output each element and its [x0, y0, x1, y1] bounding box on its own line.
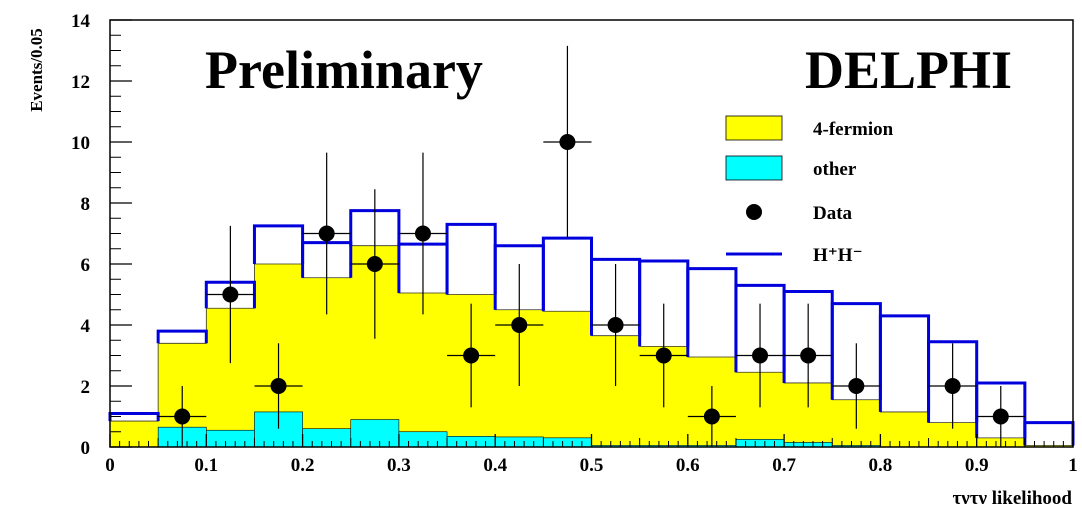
- x-tick-label-0: 0: [105, 455, 115, 476]
- legend-swatch-1: [725, 155, 783, 181]
- data-point-14: [848, 378, 865, 394]
- legend-label-2: Data: [813, 203, 853, 224]
- data-points: [158, 45, 1025, 447]
- other-bar-6: [398, 431, 448, 448]
- y-tick-label-2: 4: [81, 316, 91, 337]
- x-axis-label: τντν likelihood: [953, 488, 1073, 509]
- signal-bin-3: [252, 224, 305, 264]
- data-point-2: [270, 378, 287, 394]
- y-tick-label-4: 8: [81, 194, 91, 215]
- signal-bin-7: [445, 222, 497, 295]
- other-bar-2: [206, 429, 255, 448]
- data-point-5: [414, 225, 431, 242]
- y-tick-label-3: 6: [81, 255, 91, 276]
- y-axis-label: Events/0.05: [27, 28, 46, 112]
- axes: 0 2 4 6 8 10 12 14 0 0.1 0.2 0.3 0.4 0.5 0.6 0.7 0.8 0.9 1: [71, 11, 1078, 476]
- signal-bin-0: [108, 411, 160, 422]
- data-point-15: [944, 378, 961, 394]
- y-tick-label-7: 14: [71, 11, 91, 32]
- x-tick-label-9: 0.9: [965, 455, 989, 476]
- other-bar-5: [350, 419, 400, 448]
- experiment-label: DELPHI: [805, 40, 1012, 100]
- x-tick-label-2: 0.2: [291, 455, 315, 476]
- other-bar-7: [446, 436, 496, 448]
- preliminary-label: Preliminary: [205, 40, 483, 100]
- y-tick-label-5: 10: [71, 133, 90, 154]
- data-point-1: [222, 286, 239, 303]
- legend-dot-2: [746, 204, 762, 220]
- data-point-3: [318, 225, 335, 242]
- x-tick-label-5: 0.5: [580, 455, 604, 476]
- other-bar-13: [735, 439, 785, 448]
- signal-bin-19: [1023, 421, 1075, 446]
- other-bar-4: [302, 428, 352, 448]
- y-tick-label-1: 2: [81, 377, 91, 398]
- data-point-9: [607, 317, 624, 333]
- data-point-16: [992, 408, 1009, 425]
- fermion-bar-16: [880, 411, 929, 448]
- signal-bin-9: [541, 236, 593, 312]
- x-tick-label-6: 0.6: [676, 455, 700, 476]
- x-tick-label-8: 0.8: [869, 455, 893, 476]
- x-tick-label-7: 0.7: [772, 455, 796, 476]
- x-tick-label-3: 0.3: [387, 455, 411, 476]
- legend: 4-fermion other Data H⁺H⁻: [725, 115, 894, 266]
- legend-label-1: other: [813, 159, 857, 180]
- fermion-bar-0: [109, 420, 159, 448]
- x-tick-label-1: 0.1: [194, 455, 218, 476]
- signal-bin-12: [686, 267, 738, 358]
- other-bar-9: [543, 437, 592, 448]
- y-tick-label-0: 0: [81, 438, 91, 459]
- fermion-bar-9: [543, 311, 592, 448]
- data-point-7: [511, 317, 528, 333]
- legend-label-0: 4-fermion: [813, 119, 894, 140]
- legend-swatch-0: [725, 115, 783, 141]
- x-tick-label-10: 1: [1068, 455, 1078, 476]
- data-point-6: [463, 347, 480, 364]
- data-point-4: [366, 256, 383, 272]
- x-tick-label-4: 0.4: [483, 455, 507, 476]
- legend-label-3: H⁺H⁻: [813, 245, 863, 266]
- other-bar-8: [494, 436, 544, 448]
- data-point-11: [703, 408, 720, 425]
- signal-bin-1: [156, 329, 208, 344]
- data-point-12: [752, 347, 769, 364]
- signal-bin-18: [975, 381, 1027, 438]
- fermion-bar-6: [398, 292, 448, 448]
- data-point-13: [800, 347, 817, 364]
- y-tick-label-6: 12: [71, 72, 90, 93]
- data-point-0: [174, 408, 191, 425]
- signal-bin-16: [878, 314, 931, 412]
- data-point-8: [559, 134, 576, 150]
- data-point-10: [655, 347, 672, 364]
